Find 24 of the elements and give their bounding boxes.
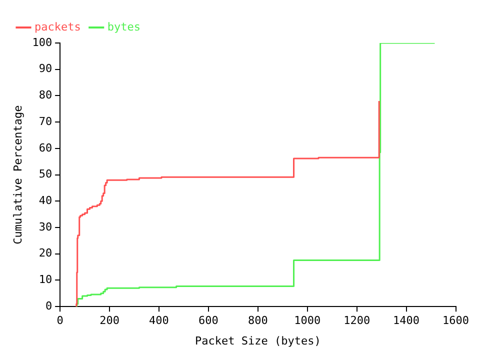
y-tick-label: 100 [32, 36, 52, 49]
x-tick-label: 800 [248, 314, 268, 328]
x-tick-label: 600 [198, 314, 218, 328]
x-tick-label: 0 [56, 314, 64, 328]
y-tick-label: 0 [45, 299, 52, 312]
x-tick-label: 1200 [344, 314, 370, 328]
y-tick-label: 70 [38, 114, 52, 128]
x-tick-label: 200 [100, 314, 120, 328]
x-tick-label: 1600 [442, 314, 470, 328]
x-axis-title: Packet Size (bytes) [194, 334, 321, 348]
y-tick-label: 10 [38, 273, 52, 286]
y-tick-label: 30 [38, 220, 52, 234]
y-tick-label: 60 [38, 141, 52, 154]
legend-label: packets [34, 20, 81, 34]
y-axis-title: Cumulative Percentage [11, 105, 24, 244]
legend-label: bytes [107, 20, 140, 34]
x-tick-label: 400 [149, 314, 169, 328]
y-tick-label: 40 [38, 194, 52, 208]
y-tick-label: 90 [38, 62, 52, 76]
y-tick-label: 20 [38, 246, 52, 260]
x-tick-label: 1000 [294, 314, 321, 328]
y-tick-label: 50 [38, 168, 52, 181]
y-tick-label: 80 [38, 88, 52, 102]
x-tick-label: 1400 [393, 314, 420, 328]
